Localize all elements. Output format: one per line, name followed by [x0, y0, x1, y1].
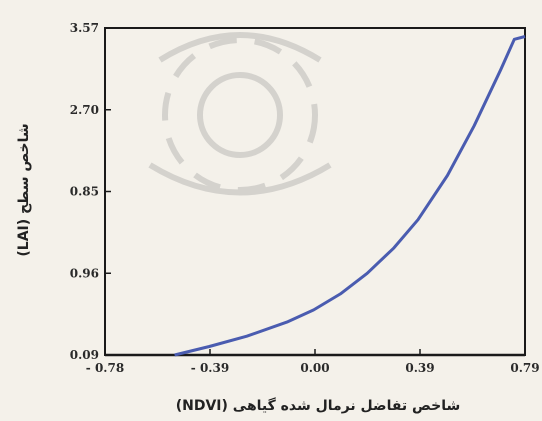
series-layer	[174, 35, 526, 357]
y-tick-label: 2.70	[70, 103, 99, 117]
x-tick-label: - 0.78	[86, 361, 124, 375]
y-tick-label: 0.09	[70, 348, 99, 362]
y-tick-label: 0.96	[70, 266, 99, 280]
x-axis-ticks: - 0.78 - 0.39 0.00 0.39 0.79	[86, 349, 540, 375]
x-tick-label: 0.00	[300, 361, 329, 375]
x-tick-label: 0.79	[510, 361, 539, 375]
y-tick-label: 0.85	[70, 185, 99, 199]
y-axis-label: شاخص سطح (LAI)	[16, 123, 32, 256]
series-line	[174, 35, 526, 357]
y-tick-label: 3.57	[70, 21, 99, 35]
plot-area	[104, 27, 526, 356]
watermark-logo	[148, 32, 332, 196]
x-tick-label: - 0.39	[191, 361, 229, 375]
y-axis-ticks: 0.09 0.96 0.85 2.70 3.57	[70, 21, 111, 362]
x-axis-label: شاخص تفاضل نرمال شده گیاهی (NDVI)	[176, 397, 461, 414]
x-tick-label: 0.39	[405, 361, 434, 375]
